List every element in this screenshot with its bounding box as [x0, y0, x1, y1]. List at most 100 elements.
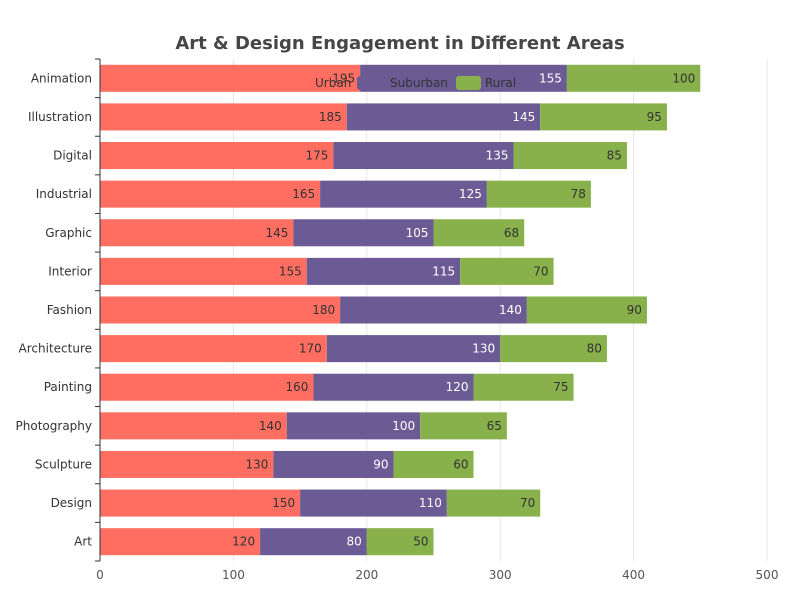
data-label-rural: 70: [533, 264, 548, 278]
bar-segment-suburban: [273, 450, 394, 478]
bar-segment-urban: [100, 64, 361, 92]
category-label: Industrial: [36, 187, 92, 201]
bar-segment-rural: [420, 412, 507, 440]
data-label-urban: 180: [312, 303, 335, 317]
data-label-urban: 130: [246, 457, 269, 471]
data-label-rural: 85: [607, 149, 622, 163]
data-label-urban: 175: [306, 149, 329, 163]
bar-segment-suburban: [346, 103, 541, 131]
bar-segment-suburban: [286, 412, 421, 440]
legend-label-urban[interactable]: Urban: [315, 76, 351, 90]
category-label: Interior: [48, 264, 92, 278]
bar-segment-rural: [540, 103, 667, 131]
data-label-suburban: 145: [512, 110, 535, 124]
data-label-suburban: 80: [347, 535, 362, 549]
x-tick-label: 400: [622, 568, 645, 582]
data-label-suburban: 130: [472, 342, 495, 356]
data-label-urban: 155: [279, 264, 302, 278]
bar-segment-urban: [100, 219, 294, 247]
bar-segment-rural: [566, 64, 701, 92]
data-label-urban: 195: [332, 71, 355, 85]
data-label-urban: 145: [266, 226, 289, 240]
category-label: Illustration: [28, 110, 92, 124]
category-label: Graphic: [45, 226, 92, 240]
bar-segment-suburban: [313, 373, 474, 401]
legend-swatch-rural[interactable]: [456, 76, 481, 90]
data-label-rural: 90: [627, 303, 642, 317]
bar-segment-suburban: [260, 528, 367, 556]
data-label-rural: 60: [453, 457, 468, 471]
data-label-suburban: 135: [486, 149, 509, 163]
data-label-urban: 140: [259, 419, 282, 433]
data-label-suburban: 90: [373, 457, 388, 471]
data-label-rural: 100: [672, 71, 695, 85]
bar-segment-rural: [473, 373, 574, 401]
bar-segment-rural: [366, 528, 434, 556]
bar-segment-urban: [100, 103, 347, 131]
data-label-rural: 50: [413, 535, 428, 549]
axis-layer: 0 100 200 300 400 500 Animation Illustration Dig…: [16, 58, 779, 582]
data-label-rural: 65: [487, 419, 502, 433]
data-label-suburban: 125: [459, 187, 482, 201]
bar-segment-urban: [100, 489, 301, 517]
data-label-rural: 80: [587, 342, 602, 356]
bar-segment-urban: [100, 412, 287, 440]
x-tick-label: 200: [355, 568, 378, 582]
bar-segment-urban: [100, 450, 274, 478]
data-label-rural: 68: [504, 226, 519, 240]
category-label: Art: [74, 535, 92, 549]
bar-segment-rural: [486, 180, 591, 208]
data-label-urban: 150: [272, 496, 295, 510]
data-label-rural: 78: [571, 187, 586, 201]
bar-segment-suburban: [306, 257, 461, 285]
bar-segment-rural: [446, 489, 541, 517]
data-label-suburban: 105: [406, 226, 429, 240]
category-label: Design: [51, 496, 92, 510]
category-label: Photography: [16, 419, 92, 433]
category-label: Painting: [44, 380, 92, 394]
data-label-urban: 165: [292, 187, 315, 201]
legend-swatch-urban[interactable]: [282, 76, 307, 90]
data-label-suburban: 155: [539, 71, 562, 85]
bar-segment-urban: [100, 335, 327, 363]
legend-label-rural[interactable]: Rural: [485, 76, 516, 90]
chart-title: Art & Design Engagement in Different Are…: [175, 33, 624, 54]
category-label: Sculpture: [35, 457, 92, 471]
bar-segment-rural: [433, 219, 525, 247]
bar-segment-urban: [100, 528, 261, 556]
bar-segment-urban: [100, 257, 307, 285]
bar-segment-urban: [100, 142, 334, 170]
data-label-suburban: 110: [419, 496, 442, 510]
data-label-rural: 70: [520, 496, 535, 510]
x-tick-label: 500: [756, 568, 779, 582]
x-tick-label: 100: [222, 568, 245, 582]
category-label: Animation: [31, 71, 92, 85]
data-label-suburban: 100: [392, 419, 415, 433]
bar-layer: 195 155 100 185 145 95 175 135 85 165 125 78 145 105 6…: [100, 64, 701, 556]
bar-segment-urban: [100, 296, 341, 324]
data-label-suburban: 120: [446, 380, 469, 394]
data-label-urban: 170: [299, 342, 322, 356]
legend-swatch-suburban[interactable]: [357, 76, 382, 90]
bar-segment-rural: [513, 142, 627, 170]
bar-segment-suburban: [333, 142, 514, 170]
data-label-urban: 185: [319, 110, 342, 124]
data-label-urban: 160: [286, 380, 309, 394]
bar-segment-rural: [500, 335, 607, 363]
category-label: Architecture: [19, 342, 92, 356]
legend-label-suburban[interactable]: Suburban: [390, 76, 448, 90]
data-label-rural: 75: [553, 380, 568, 394]
bar-segment-suburban: [340, 296, 527, 324]
data-label-suburban: 115: [432, 264, 455, 278]
bar-segment-rural: [526, 296, 647, 324]
bar-segment-suburban: [300, 489, 447, 517]
data-label-suburban: 140: [499, 303, 522, 317]
x-tick-label: 300: [489, 568, 512, 582]
bar-segment-suburban: [320, 180, 487, 208]
bar-segment-rural: [393, 450, 474, 478]
bar-segment-urban: [100, 180, 321, 208]
bar-segment-suburban: [293, 219, 434, 247]
bar-segment-urban: [100, 373, 314, 401]
